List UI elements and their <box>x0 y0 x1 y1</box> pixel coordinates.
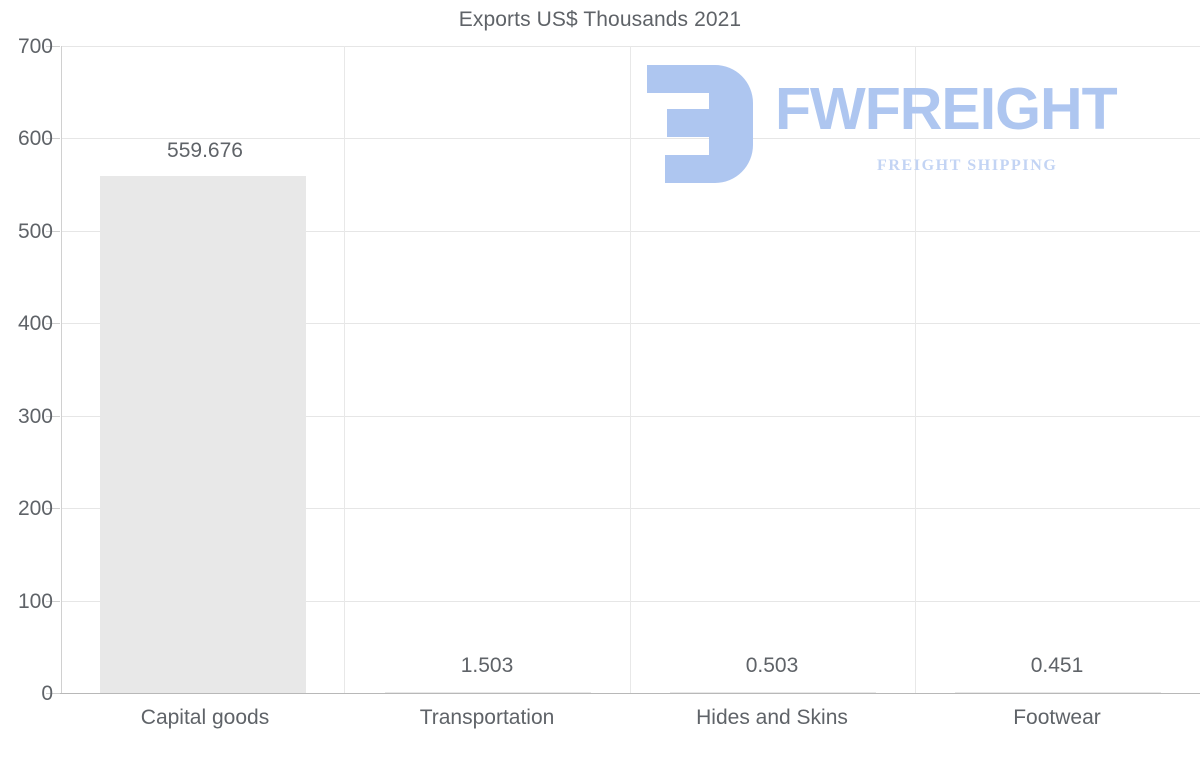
value-label-hides-and-skins: 0.503 <box>745 654 799 677</box>
y-tick-label-100: 100 <box>17 590 53 613</box>
gridline-vertical-2 <box>630 46 631 693</box>
value-label-capital-goods: 559.676 <box>167 139 243 162</box>
bar-capital-goods[interactable] <box>100 175 307 693</box>
value-label-transportation: 1.503 <box>460 654 514 677</box>
y-tick-label-300: 300 <box>17 405 53 428</box>
x-tick-label-footwear: Footwear <box>1013 706 1101 729</box>
bar-transportation[interactable] <box>385 691 592 693</box>
x-tick-label-hides-and-skins: Hides and Skins <box>696 706 848 729</box>
y-axis: 700 600 500 400 300 200 100 0 <box>0 0 60 763</box>
value-label-footwear: 0.451 <box>1030 654 1084 677</box>
plot-area <box>61 46 1200 693</box>
y-tick-label-200: 200 <box>17 497 53 520</box>
x-tick-label-transportation: Transportation <box>419 706 555 729</box>
y-tick-label-400: 400 <box>17 312 53 335</box>
bar-hides-and-skins[interactable] <box>669 691 876 693</box>
gridline-vertical-1 <box>344 46 345 693</box>
chart-title: Exports US$ Thousands 2021 <box>458 8 742 31</box>
y-tick-label-500: 500 <box>17 220 53 243</box>
x-axis-line <box>46 693 1200 694</box>
y-axis-line <box>61 46 62 694</box>
bar-footwear[interactable] <box>954 691 1161 693</box>
y-tick-label-700: 700 <box>17 35 53 58</box>
y-tick-label-600: 600 <box>17 127 53 150</box>
x-tick-label-capital-goods: Capital goods <box>140 706 270 729</box>
gridline-vertical-3 <box>915 46 916 693</box>
y-tick-label-0: 0 <box>41 682 53 705</box>
